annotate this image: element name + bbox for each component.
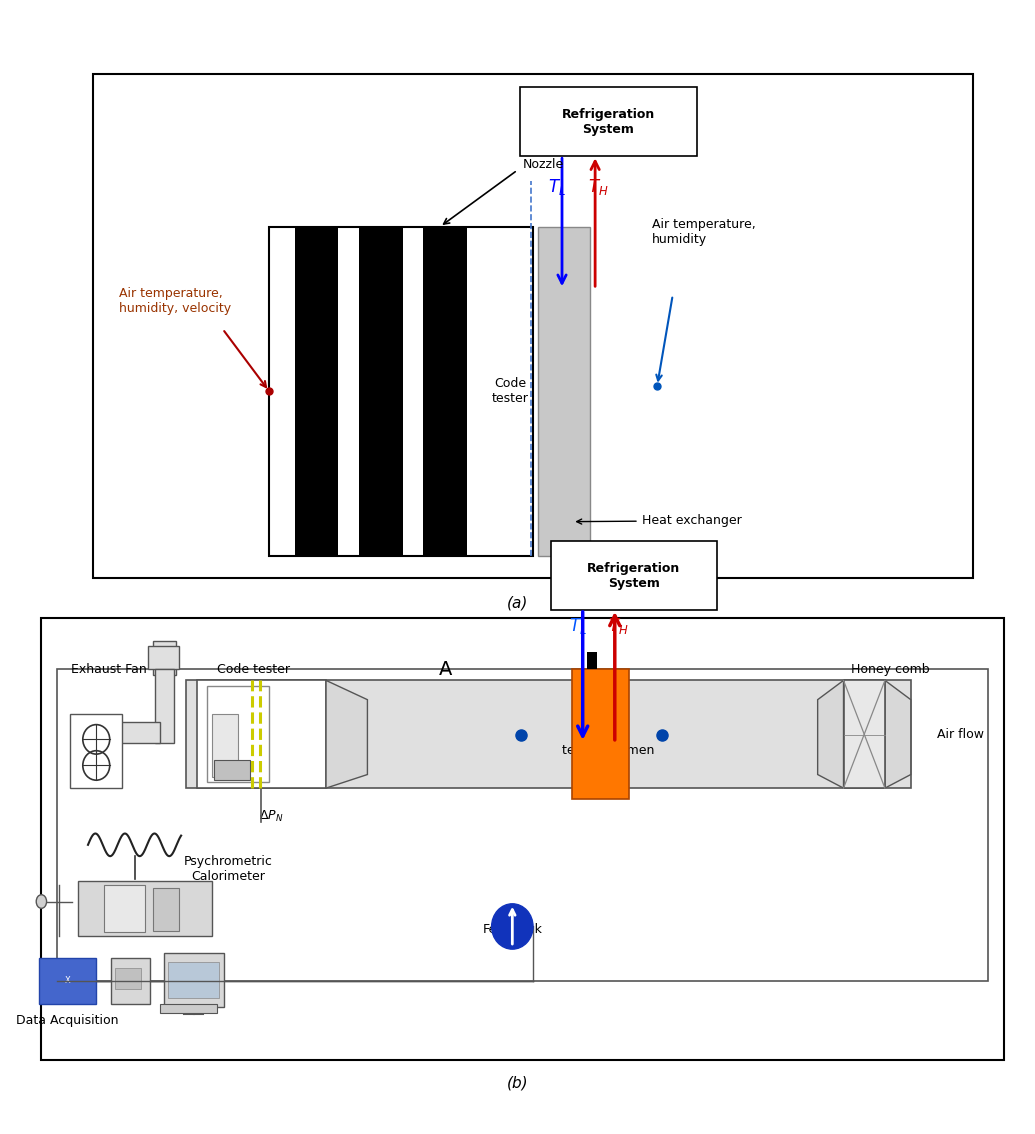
Polygon shape: [326, 680, 367, 788]
Text: Honey comb: Honey comb: [851, 662, 929, 676]
Bar: [587, 652, 597, 669]
Bar: [153, 888, 179, 931]
Text: Air temperature,
humidity, velocity: Air temperature, humidity, velocity: [119, 287, 231, 314]
Bar: [111, 958, 150, 1004]
Bar: [168, 962, 219, 998]
FancyBboxPatch shape: [551, 541, 717, 610]
Bar: [115, 968, 141, 989]
Bar: [423, 227, 467, 556]
Text: (a): (a): [507, 595, 528, 611]
Text: $T_H$: $T_H$: [588, 177, 609, 197]
Bar: [538, 227, 590, 556]
Bar: [41, 618, 1004, 1060]
Ellipse shape: [36, 895, 47, 908]
Bar: [214, 760, 250, 780]
Polygon shape: [885, 680, 911, 788]
Bar: [207, 686, 269, 782]
Bar: [70, 714, 122, 788]
Bar: [164, 953, 224, 1007]
Text: A: A: [439, 660, 451, 678]
Bar: [186, 680, 911, 788]
Text: $\Delta P_N$: $\Delta P_N$: [259, 809, 284, 824]
Bar: [57, 669, 988, 981]
Text: Air temperature,
humidity: Air temperature, humidity: [652, 219, 756, 246]
Bar: [148, 646, 179, 669]
Text: X: X: [64, 976, 70, 985]
Text: Refrigeration
System: Refrigeration System: [561, 108, 655, 136]
Text: test  specimen: test specimen: [562, 744, 655, 758]
Bar: [155, 669, 174, 743]
Bar: [295, 227, 338, 556]
Bar: [269, 227, 533, 556]
Bar: [160, 1004, 217, 1013]
Bar: [78, 881, 212, 936]
Bar: [197, 680, 326, 788]
Bar: [212, 714, 238, 777]
Bar: [572, 669, 629, 799]
Text: $T_H$: $T_H$: [608, 616, 628, 636]
Text: Code
tester: Code tester: [492, 378, 529, 405]
Text: (b): (b): [507, 1075, 528, 1091]
Bar: [104, 722, 160, 743]
Text: Nozzle: Nozzle: [523, 158, 564, 171]
Bar: [93, 74, 973, 578]
Bar: [104, 885, 145, 932]
Text: Code tester: Code tester: [217, 662, 290, 676]
Text: Feedback: Feedback: [482, 923, 542, 936]
Bar: [359, 227, 403, 556]
Text: Exhaust Fan: Exhaust Fan: [70, 662, 147, 676]
Text: Air flow: Air flow: [937, 728, 983, 742]
Text: Psychrometric
Calorimeter: Psychrometric Calorimeter: [183, 855, 272, 882]
Text: $T_L$: $T_L$: [548, 177, 566, 197]
FancyBboxPatch shape: [520, 87, 697, 156]
Bar: [153, 641, 176, 675]
Text: Heat exchanger: Heat exchanger: [576, 515, 741, 527]
Polygon shape: [818, 680, 844, 788]
Text: Refrigeration
System: Refrigeration System: [587, 561, 681, 590]
Circle shape: [492, 904, 533, 949]
Bar: [844, 680, 885, 788]
Text: Data Acquisition: Data Acquisition: [16, 1014, 119, 1027]
Text: $T_L$: $T_L$: [568, 616, 587, 636]
Bar: [39, 958, 96, 1004]
